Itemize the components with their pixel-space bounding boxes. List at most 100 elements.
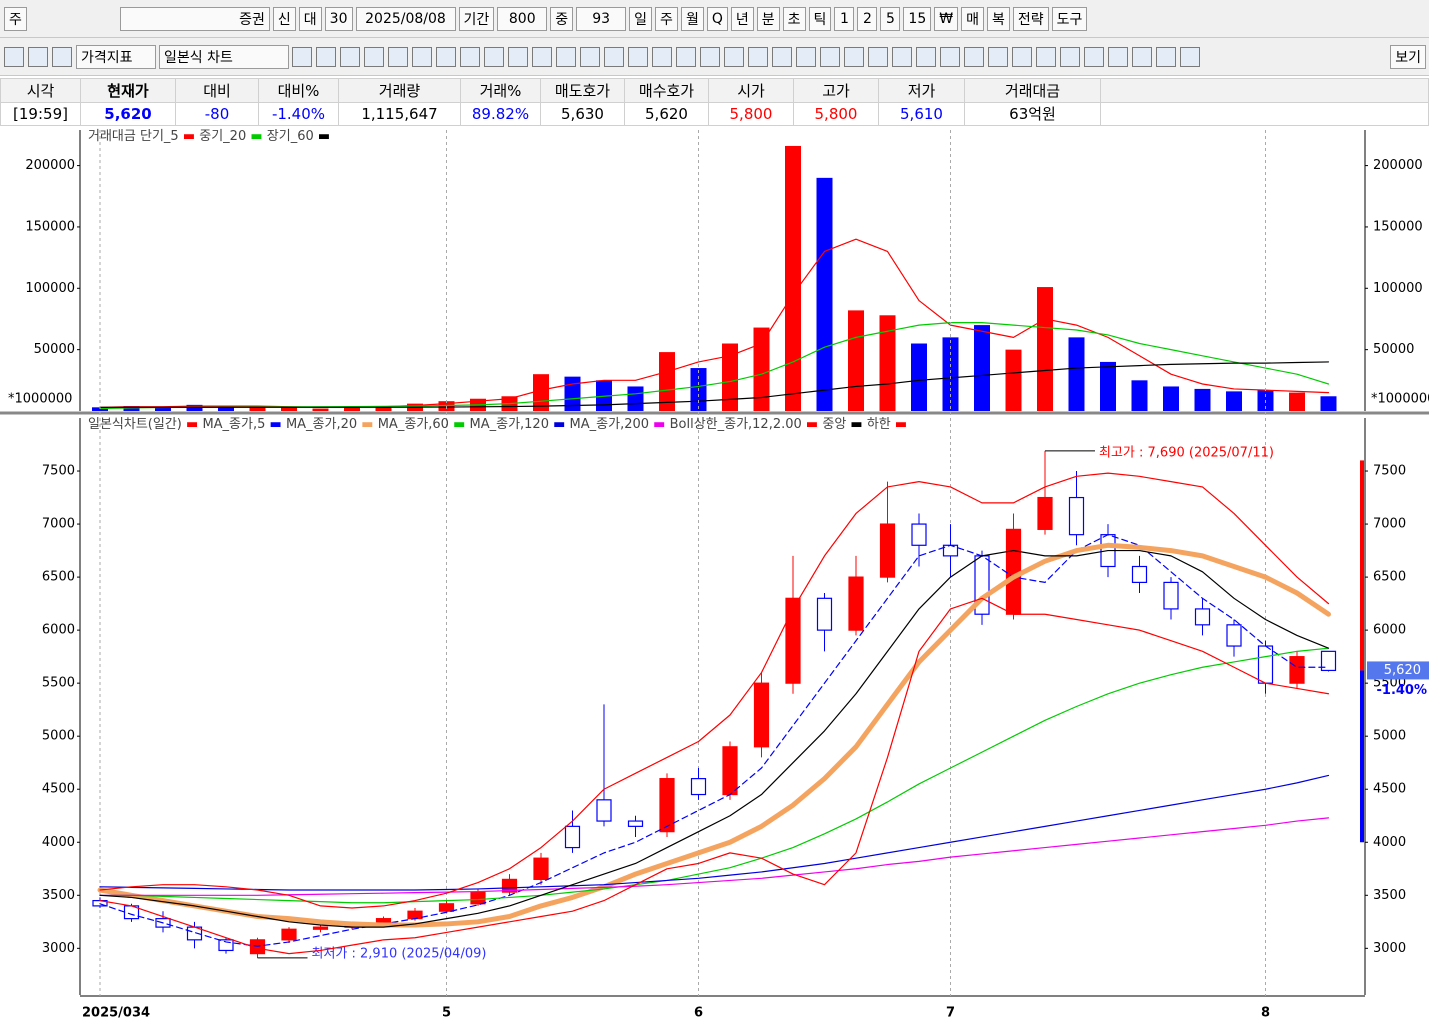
toolbar-button[interactable]: ₩ [934,6,959,31]
volume-bar [974,325,990,411]
legend-swatch: ▬ [846,417,867,432]
toolbar-button[interactable]: 신 [272,6,296,31]
volume-bar [942,337,959,411]
tool-icon[interactable] [484,46,504,67]
tool-icon[interactable] [916,46,936,67]
legend-entry: 하한 [867,417,891,432]
toolbar-button[interactable]: 틱 [808,6,832,31]
tool-icon[interactable] [556,46,576,67]
axis-unit-right: *1000000 [1371,392,1429,407]
tool-icon[interactable] [4,46,24,67]
tool-icon[interactable] [1084,46,1104,67]
tool-icon[interactable] [772,46,792,67]
y-tick-label-right: 6000 [1373,623,1406,638]
toolbar-button[interactable]: Q [706,6,728,31]
chart-type-select[interactable]: 일본식 차트 [159,44,289,69]
tool-icon[interactable] [508,46,528,67]
tool-icon[interactable] [604,46,624,67]
price-strip-up [1360,460,1364,671]
tool-icon[interactable] [532,46,552,67]
toolbar-button[interactable]: 기간 [458,6,495,31]
toolbar-button[interactable]: 30 [324,6,353,31]
toolbar-button[interactable]: 전략 [1012,6,1049,31]
y-tick-label: 100000 [25,281,75,296]
tool-icon[interactable] [988,46,1008,67]
legend-entry: MA_종가,5 [202,417,265,432]
quote-header: 저가 [878,78,965,103]
tool-icon[interactable] [1108,46,1128,67]
tool-icon[interactable] [676,46,696,67]
view-button[interactable]: 보기 [1390,44,1426,69]
tool-icon[interactable] [868,46,888,67]
toolbar-button[interactable]: 주 [655,6,678,31]
toolbar-button[interactable]: 월 [680,6,704,31]
tool-icon[interactable] [436,46,456,67]
toolbar-button[interactable]: 일 [629,6,653,31]
low-annotation: 최저가 : 2,910 (2025/04/09) [312,946,487,961]
indicator-line [99,647,1330,904]
tool-icon[interactable] [388,46,408,67]
toolbar-button[interactable]: 주 [4,6,27,31]
tool-icon[interactable] [652,46,672,67]
toolbar-button[interactable]: 93 [576,6,627,31]
tool-icon[interactable] [820,46,840,67]
toolbar-button[interactable]: 1 [834,6,855,31]
toolbar-button[interactable]: 년 [730,6,754,31]
volume-bar [249,407,266,411]
tool-icon[interactable] [460,46,480,67]
tool-icon[interactable] [700,46,720,67]
tool-icon[interactable] [412,46,432,67]
tool-icon[interactable] [1060,46,1080,67]
toolbar-button[interactable]: 복 [986,6,1010,31]
tool-icon[interactable] [1132,46,1152,67]
quote-header: 시가 [708,78,794,103]
toolbar-button[interactable]: 대 [298,6,322,31]
tool-icon[interactable] [724,46,744,67]
tool-icon[interactable] [940,46,960,67]
tool-icon[interactable] [748,46,768,67]
y-tick-label-right: 4500 [1373,782,1406,797]
toolbar-button[interactable]: 5 [880,6,901,31]
tool-icon[interactable] [1156,46,1176,67]
tool-icon[interactable] [292,46,312,67]
volume-bar [344,407,360,411]
tool-icon[interactable] [340,46,360,67]
tool-icon[interactable] [52,46,72,67]
legend-swatch: ▬ [549,417,570,432]
tool-icon[interactable] [1036,46,1056,67]
tool-icon[interactable] [796,46,816,67]
tool-icon[interactable] [1012,46,1032,67]
indicator-button[interactable]: 가격지표 [76,44,156,69]
tool-icon[interactable] [28,46,48,67]
toolbar-button[interactable]: 800 [497,6,548,31]
current-price-box [1367,661,1429,680]
quote-value: 1,115,647 [338,101,461,126]
candle-body [281,928,297,941]
candle-body [1037,496,1053,530]
toolbar-button[interactable]: 도구 [1051,6,1088,31]
toolbar-button[interactable]: 증권 [119,6,270,31]
quote-header: 매수호가 [624,78,709,103]
tool-icon[interactable] [580,46,600,67]
legend-title: 거래대금 [88,129,136,144]
toolbar-button[interactable]: 분 [756,6,780,31]
toolbar-button[interactable]: 15 [903,6,932,31]
x-tick-label: 2025/034 [82,1006,150,1021]
tool-icon[interactable] [364,46,384,67]
toolbar-button[interactable]: 중 [550,6,574,31]
tool-icon[interactable] [892,46,912,67]
toolbar-button[interactable]: 초 [782,6,806,31]
tool-icon[interactable] [628,46,648,67]
tool-icon[interactable] [964,46,984,67]
toolbar-button[interactable]: 매 [961,6,984,31]
tool-icon[interactable] [1180,46,1200,67]
tool-icon[interactable] [316,46,336,67]
toolbar-button[interactable]: 2025/08/08 [355,6,456,31]
y-tick-label: 4000 [42,835,75,850]
quote-header: 대비% [258,78,339,103]
toolbar-button[interactable]: 2 [857,6,878,31]
legend-entry: 단기_5 [140,129,179,144]
candle-body [879,523,896,578]
tool-icon[interactable] [844,46,864,67]
